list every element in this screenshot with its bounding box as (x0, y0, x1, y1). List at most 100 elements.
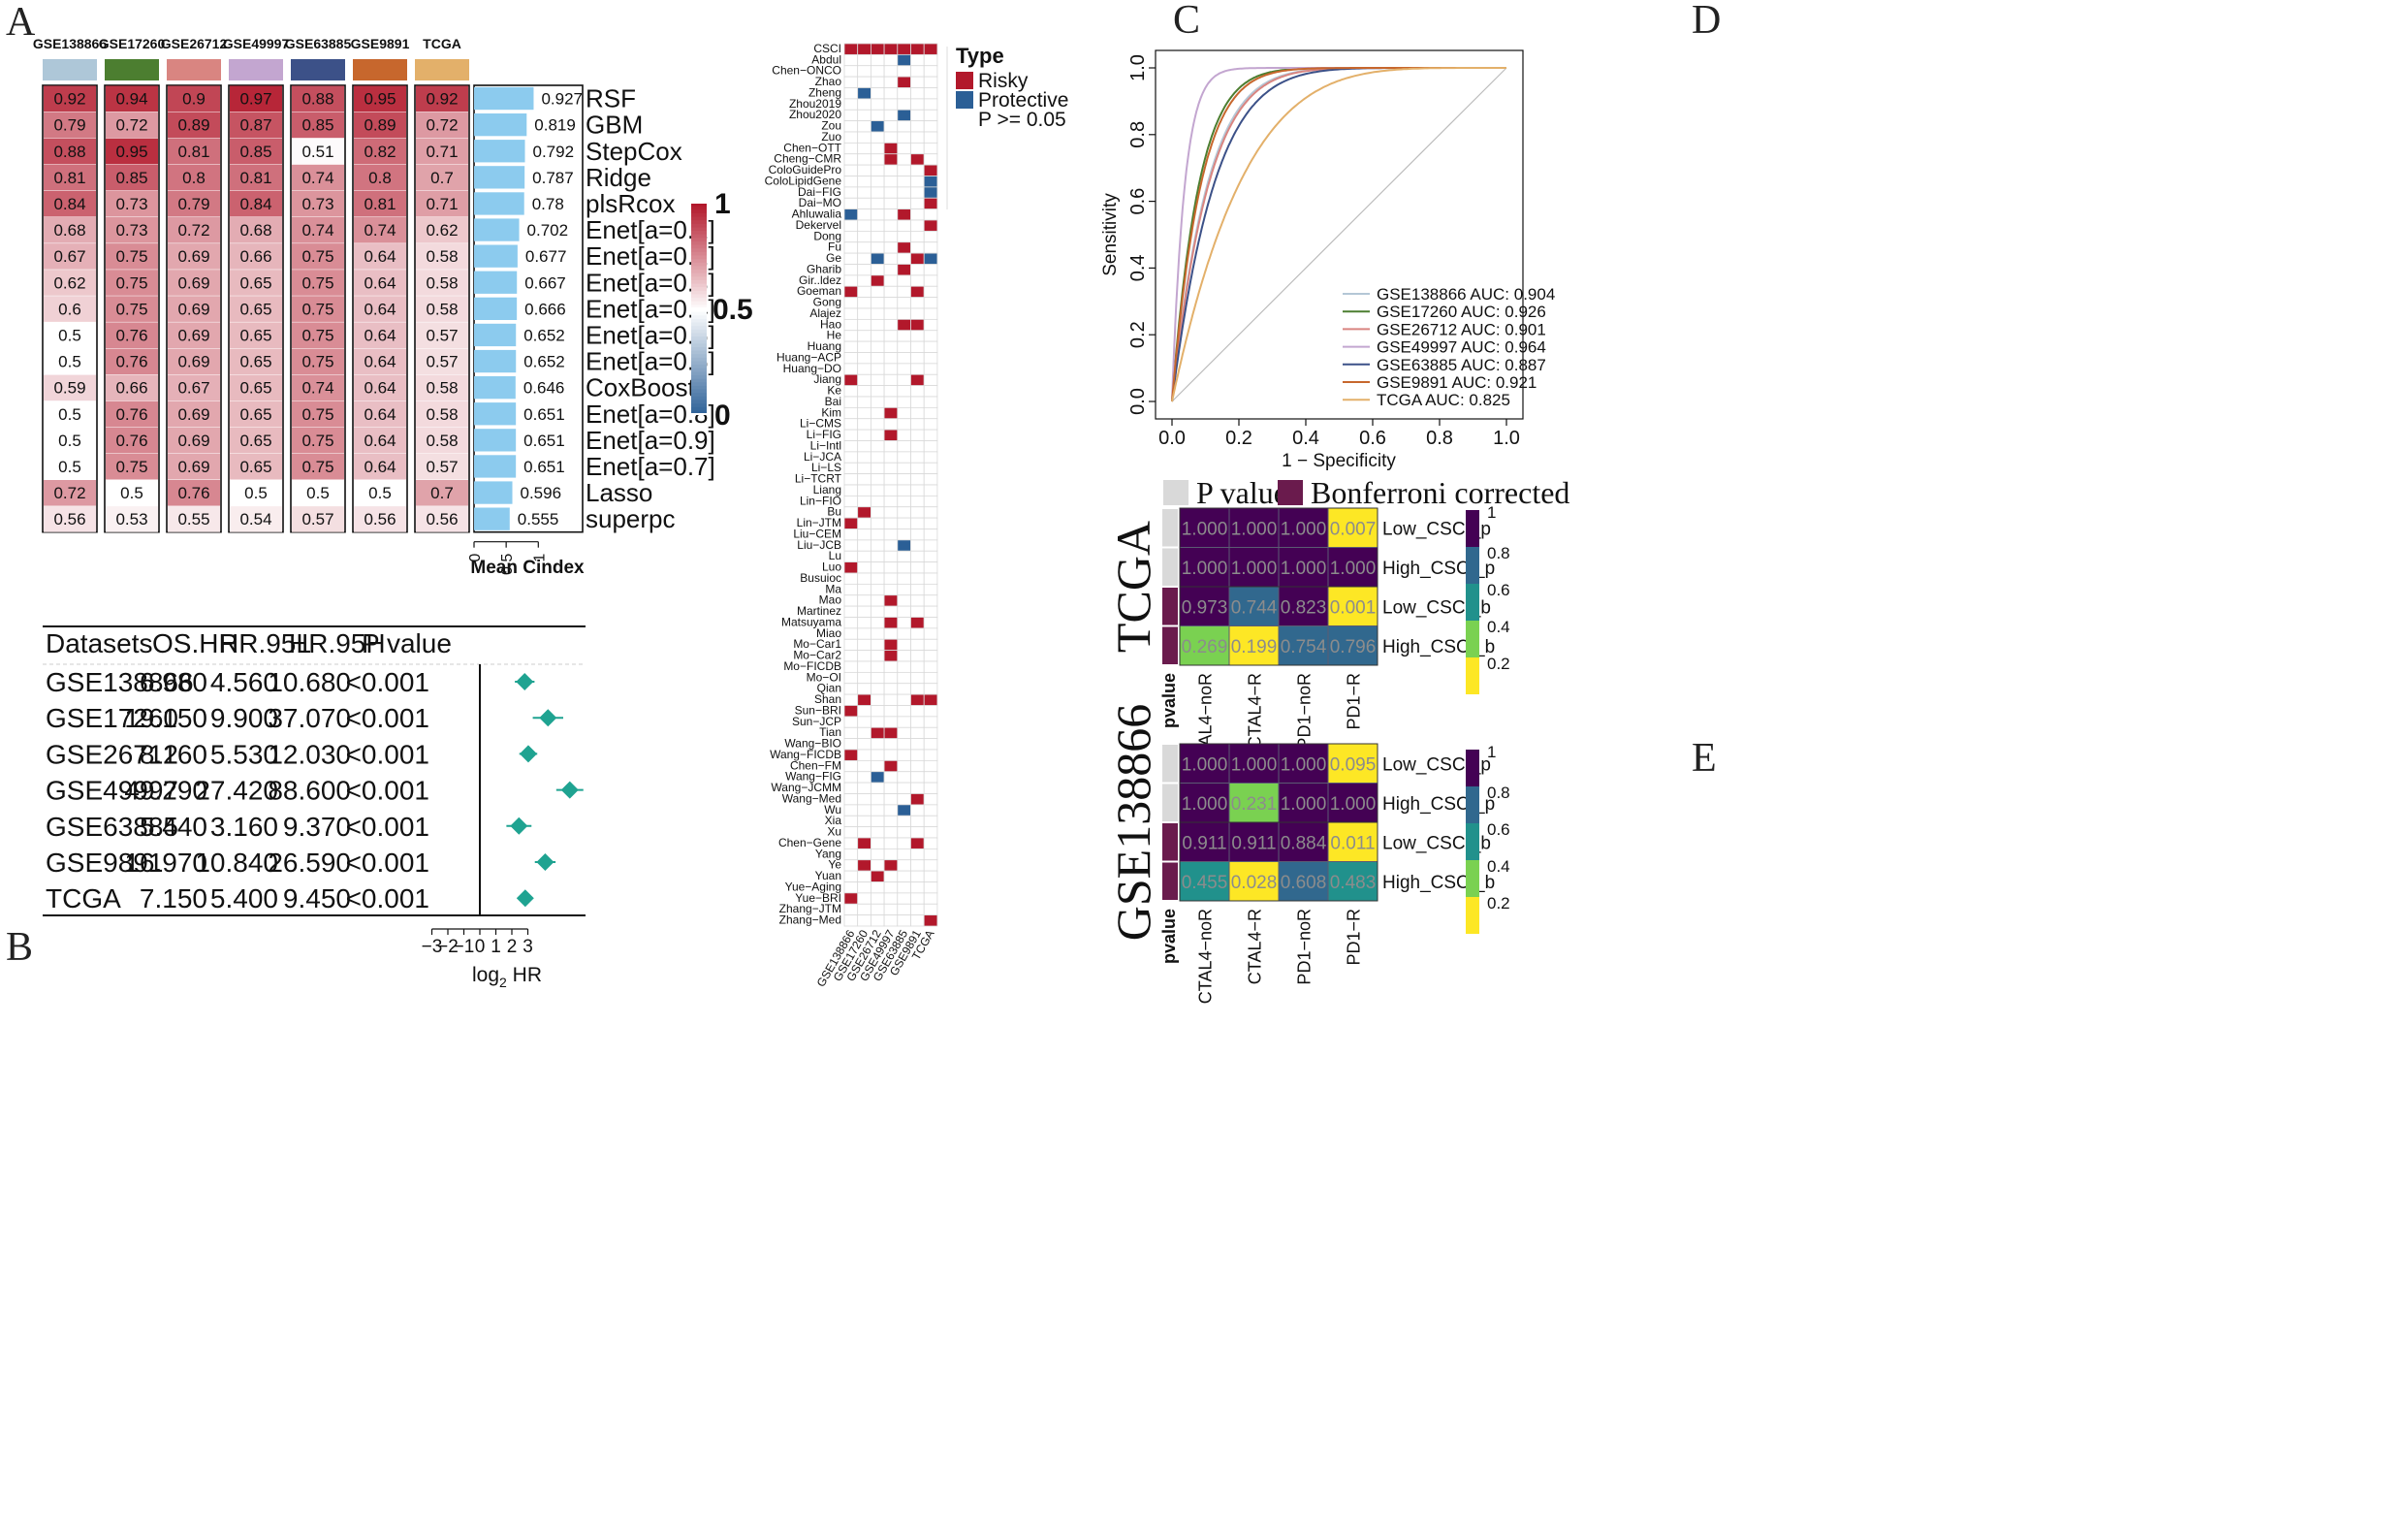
signature-cell (883, 583, 899, 596)
mean-cindex-label: 0.651 (523, 405, 565, 424)
signature-cell (843, 98, 859, 111)
heatmap-cell-value: 0.76 (177, 484, 209, 502)
mean-cindex-bar (474, 112, 527, 137)
roc-y-tick-label: 0.6 (1127, 188, 1149, 215)
table-cell: <0.001 (346, 739, 429, 769)
signature-label: Wang−BIO (784, 737, 841, 751)
signature-cell (923, 726, 938, 740)
signature-cell (910, 826, 925, 839)
heatmap-cell (106, 243, 158, 270)
signature-cell (871, 826, 885, 839)
heatmap-cell-value: 0.58 (426, 247, 458, 266)
signature-cell (910, 650, 925, 662)
signature-cell (897, 318, 911, 332)
panel-a-cindex-heatmap: GSE138866GSE17260GSE26712GSE49997GSE6388… (33, 36, 753, 578)
heatmap-cell-value: 0.6 (58, 300, 81, 318)
signature-cell (857, 892, 871, 905)
heatmap-cell (106, 480, 158, 506)
mean-cindex-bar (474, 244, 518, 268)
heatmap-cell-value: 0.58 (426, 379, 458, 398)
signature-cell (843, 759, 859, 773)
heatmap-cell (230, 348, 282, 375)
signature-cell (857, 318, 871, 332)
heatmap-cell-value: 0.56 (426, 510, 458, 528)
signature-label: Lin−FIO (800, 494, 841, 507)
signature-cell (883, 43, 899, 55)
heatmap-cell (230, 190, 282, 217)
table-cell: 9.370 (283, 812, 351, 842)
roc-legend-label: GSE26712 AUC: 0.901 (1377, 320, 1546, 338)
heatmap-cell-value: 0.66 (115, 379, 147, 398)
heatmap-cell-value: 0.71 (426, 143, 458, 161)
signature-cell (923, 484, 938, 496)
colorbar-segment (691, 385, 707, 391)
colorbar-tick-label: 0.6 (1487, 581, 1510, 599)
heatmap-cell (354, 296, 406, 322)
legend-swatch-protective (956, 91, 973, 109)
signature-cell (857, 705, 871, 718)
signature-cell (883, 318, 899, 332)
heatmap-cell-value: 0.89 (364, 116, 396, 135)
signature-cell (857, 693, 871, 706)
heatmap-cell (416, 427, 468, 454)
signature-label: Wang−Med (782, 791, 841, 805)
signature-cell (843, 638, 859, 652)
signature-cell (883, 594, 899, 607)
pvalue-cell-value: 0.744 (1231, 597, 1278, 618)
signature-cell (871, 539, 885, 552)
signature-cell (843, 771, 859, 784)
signature-cell (910, 264, 925, 276)
heatmap-cell (292, 190, 344, 217)
heatmap-cell (44, 270, 96, 296)
signature-cell (883, 451, 899, 464)
heatmap-cell-value: 0.5 (244, 484, 268, 502)
signature-cell (923, 506, 938, 519)
heatmap-cell-value: 0.64 (364, 432, 396, 450)
signature-cell (857, 363, 871, 375)
colorbar-segment (691, 304, 707, 309)
signature-cell (910, 484, 925, 496)
colorbar-segment (691, 238, 707, 242)
signature-cell (897, 650, 911, 662)
dataset-color-strip (229, 59, 283, 80)
colorbar-segment (691, 346, 707, 352)
signature-cell (857, 495, 871, 508)
colorbar-segment (691, 406, 707, 411)
signature-label: Wang−FIG (785, 770, 841, 784)
signature-label: Li−TCRT (795, 472, 842, 486)
colorbar-segment (691, 315, 707, 320)
signature-cell (923, 550, 938, 563)
pvalue-cell-value: 0.001 (1330, 597, 1377, 618)
signature-cell (843, 197, 859, 210)
signature-cell (910, 495, 925, 508)
heatmap-cell-value: 0.64 (364, 326, 396, 344)
colorbar-tick-label: 0.2 (1487, 655, 1510, 673)
pvalue-cell (1278, 547, 1329, 588)
heatmap-cell-value: 0.95 (115, 143, 147, 161)
signature-label: Mao (819, 593, 842, 607)
signature-cell (843, 274, 859, 287)
colorbar-segment (691, 223, 707, 229)
signature-cell (897, 804, 911, 817)
signature-label: Mo−FICDB (783, 659, 841, 673)
signature-cell (923, 43, 938, 55)
signature-cell (923, 197, 938, 210)
signature-cell (871, 892, 885, 905)
signature-cell (871, 793, 885, 806)
pvalue-cell-value: 1.000 (1182, 519, 1228, 539)
signature-cell (910, 440, 925, 453)
block-frame (1179, 821, 1378, 902)
signature-cell (923, 826, 938, 839)
signature-label: Mo−Car1 (793, 637, 841, 651)
table-cell: 5.440 (140, 812, 207, 842)
signature-cell (910, 473, 925, 486)
signature-cell (857, 793, 871, 806)
pvalue-cell-value: 0.231 (1231, 794, 1278, 815)
signature-cell (883, 109, 899, 122)
signature-cell (883, 264, 899, 276)
signature-cell (910, 738, 925, 751)
signature-cell (871, 870, 885, 882)
dataset-color-strip (353, 59, 407, 80)
signature-cell (843, 252, 859, 265)
heatmap-cell (44, 190, 96, 217)
